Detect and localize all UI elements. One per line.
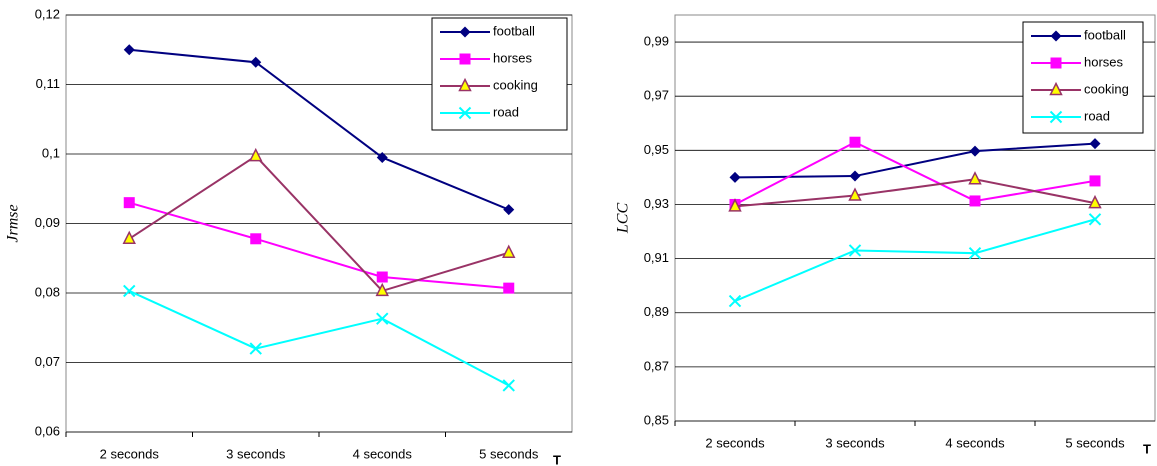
y-tick-label: 0,95 bbox=[644, 142, 669, 157]
marker bbox=[376, 312, 389, 325]
series-line bbox=[734, 142, 1096, 179]
marker bbox=[502, 244, 516, 258]
marker bbox=[969, 145, 981, 157]
marker bbox=[848, 244, 862, 257]
series-line bbox=[128, 201, 509, 290]
marker bbox=[458, 77, 472, 92]
marker bbox=[729, 171, 741, 183]
x-tick-label: 5 seconds bbox=[479, 446, 539, 461]
x-axis-title: T bbox=[1143, 441, 1151, 456]
marker bbox=[728, 294, 742, 308]
x-tick-label: 2 seconds bbox=[100, 446, 160, 461]
marker bbox=[1089, 138, 1101, 150]
y-tick-label: 0,11 bbox=[36, 76, 60, 91]
y-tick-label: 0,89 bbox=[644, 304, 669, 319]
marker bbox=[1049, 110, 1063, 124]
marker bbox=[849, 170, 861, 182]
series-line bbox=[734, 218, 1096, 303]
marker bbox=[1050, 30, 1062, 42]
marker bbox=[1089, 175, 1101, 187]
y-tick-label: 0,97 bbox=[644, 88, 669, 103]
y-tick-label: 0,85 bbox=[644, 412, 669, 427]
legend-label: road bbox=[493, 104, 519, 119]
marker bbox=[250, 233, 262, 245]
x-axis-title: T bbox=[553, 452, 561, 466]
marker bbox=[728, 198, 742, 212]
marker bbox=[503, 282, 515, 294]
marker bbox=[968, 171, 982, 185]
y-tick-label: 0,1 bbox=[42, 145, 60, 160]
y-tick-label: 0,06 bbox=[35, 423, 60, 438]
x-tick-label: 4 seconds bbox=[353, 446, 413, 461]
legend-label: horses bbox=[493, 50, 533, 65]
marker bbox=[249, 147, 263, 162]
y-tick-label: 0,07 bbox=[35, 354, 60, 369]
marker bbox=[968, 246, 982, 260]
x-tick-label: 3 seconds bbox=[825, 435, 885, 450]
marker bbox=[122, 230, 136, 245]
legend-label: cooking bbox=[1084, 81, 1129, 96]
marker bbox=[249, 342, 262, 355]
legend-label: cooking bbox=[493, 77, 538, 92]
marker bbox=[376, 271, 388, 283]
y-tick-label: 0,12 bbox=[35, 6, 60, 21]
marker bbox=[123, 44, 135, 56]
y-axis-title: Jrmse bbox=[5, 204, 22, 242]
legend-label: football bbox=[1084, 27, 1126, 42]
marker bbox=[375, 282, 389, 297]
legend-label: football bbox=[493, 23, 535, 38]
y-tick-label: 0,09 bbox=[35, 215, 60, 230]
marker bbox=[376, 151, 388, 163]
marker bbox=[969, 195, 981, 207]
y-axis-title: LCC bbox=[615, 203, 632, 235]
marker bbox=[1050, 57, 1062, 69]
marker bbox=[123, 284, 136, 298]
marker bbox=[1088, 213, 1102, 226]
marker bbox=[123, 197, 135, 209]
marker bbox=[459, 53, 471, 65]
marker bbox=[848, 187, 862, 201]
series-line bbox=[129, 48, 510, 211]
x-tick-label: 2 seconds bbox=[705, 435, 765, 450]
series-line bbox=[734, 141, 1096, 206]
marker bbox=[458, 106, 472, 120]
y-tick-label: 0,99 bbox=[644, 34, 669, 49]
x-tick-label: 5 seconds bbox=[1065, 435, 1125, 450]
marker bbox=[503, 204, 515, 216]
legend-label: road bbox=[1084, 108, 1110, 123]
marker bbox=[1088, 194, 1102, 209]
series-line bbox=[128, 154, 510, 293]
legend-label: horses bbox=[1084, 54, 1124, 69]
legend bbox=[1022, 21, 1144, 134]
y-tick-label: 0,93 bbox=[644, 196, 669, 211]
y-tick-label: 0,87 bbox=[644, 358, 669, 373]
y-tick-label: 0,91 bbox=[644, 250, 669, 265]
x-tick-label: 3 seconds bbox=[226, 446, 286, 461]
marker bbox=[849, 136, 861, 148]
marker bbox=[250, 56, 262, 68]
marker bbox=[1049, 81, 1063, 96]
y-tick-label: 0,08 bbox=[35, 284, 60, 299]
marker bbox=[502, 379, 515, 392]
series-line bbox=[128, 290, 510, 387]
x-tick-label: 4 seconds bbox=[945, 435, 1005, 450]
series-line bbox=[734, 178, 1096, 208]
marker bbox=[459, 26, 471, 38]
legend bbox=[431, 17, 568, 131]
